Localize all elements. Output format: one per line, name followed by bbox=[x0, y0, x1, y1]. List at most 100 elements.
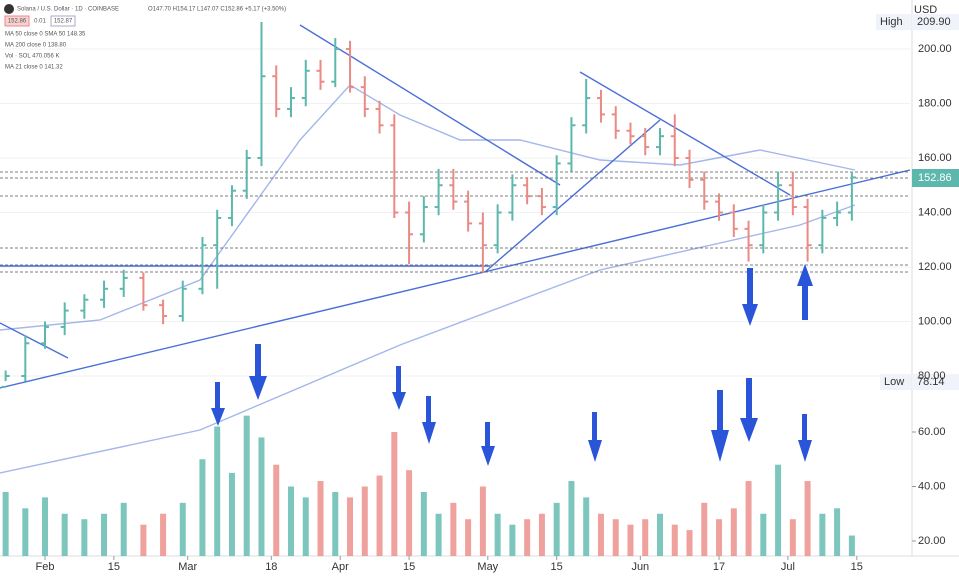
x-tick-label: 15 bbox=[403, 561, 415, 573]
volume-bar bbox=[465, 519, 472, 556]
volume-bar bbox=[804, 481, 811, 556]
high-tag bbox=[912, 14, 959, 30]
arrow-down bbox=[249, 344, 267, 400]
arrow-up bbox=[797, 264, 813, 320]
high-tag bbox=[876, 14, 911, 30]
volume-bar bbox=[494, 513, 501, 556]
indicator: MA 50 close 0 SMA 50 148.35 bbox=[5, 32, 86, 38]
volume-bar bbox=[701, 502, 708, 556]
x-tick-label: 15 bbox=[108, 561, 120, 573]
volume-bar bbox=[553, 502, 560, 556]
volume-bar bbox=[243, 415, 250, 556]
y-tick-label: 80.00 bbox=[918, 370, 946, 382]
price-box-text: 152.86 bbox=[8, 19, 27, 25]
arrow-down bbox=[211, 382, 225, 426]
volume-bar bbox=[642, 519, 649, 556]
trend-line bbox=[0, 169, 911, 389]
low-tag bbox=[880, 374, 911, 390]
high-label: High bbox=[880, 16, 903, 28]
volume-tick-label: 40.00 bbox=[918, 480, 946, 492]
volume-bar bbox=[568, 481, 575, 556]
volume-bar bbox=[273, 464, 280, 556]
volume-bar bbox=[101, 513, 108, 556]
arrow-down bbox=[742, 268, 758, 326]
price-box-text: 0.01 bbox=[34, 19, 46, 25]
volume-bar bbox=[81, 519, 88, 556]
low-tag bbox=[912, 374, 959, 390]
currency: USD bbox=[914, 4, 937, 16]
volume-bar bbox=[42, 497, 48, 556]
symbol-icon bbox=[4, 4, 14, 14]
x-tick-label: Jul bbox=[781, 561, 795, 573]
trend-line bbox=[299, 24, 561, 186]
volume-bar bbox=[120, 502, 127, 556]
volume-bar bbox=[302, 497, 309, 556]
y-tick-label: 120.00 bbox=[918, 261, 952, 273]
x-tick-label: May bbox=[477, 561, 498, 573]
volume-tick-label: 20.00 bbox=[918, 535, 946, 547]
volume-bar bbox=[376, 475, 383, 556]
volume-bar bbox=[140, 524, 147, 556]
ohlc-readout: O147.70 H154.17 L147.07 C152.86 +5.17 (+… bbox=[148, 7, 286, 13]
volume-bar bbox=[22, 508, 29, 556]
volume-bar bbox=[760, 513, 767, 556]
volume-bar bbox=[214, 426, 221, 556]
volume-bar bbox=[686, 530, 693, 556]
high-value: 209.90 bbox=[917, 16, 951, 28]
arrow-down bbox=[422, 396, 436, 444]
volume-bar bbox=[347, 497, 354, 556]
y-tick-label: 100.00 bbox=[918, 315, 952, 327]
symbol-title: Solana / U.S. Dollar · 1D · COINBASE bbox=[17, 7, 119, 13]
volume-bar bbox=[583, 497, 590, 556]
x-tick-label: 15 bbox=[851, 561, 863, 573]
volume-bar bbox=[745, 481, 752, 556]
annotations bbox=[0, 24, 911, 474]
ma200 bbox=[0, 204, 856, 474]
price-box bbox=[4, 15, 30, 27]
arrows bbox=[211, 264, 813, 466]
y-tick-label: 140.00 bbox=[918, 206, 952, 218]
volume-bar bbox=[538, 513, 545, 556]
volume-bar bbox=[160, 513, 167, 556]
low-value: 78.14 bbox=[917, 376, 945, 388]
volume-tick-label: 60.00 bbox=[918, 426, 946, 438]
volume-bar bbox=[848, 535, 855, 556]
last-price: 152.86 bbox=[918, 172, 952, 184]
volume-bar bbox=[317, 481, 324, 556]
volume-bar bbox=[391, 432, 398, 556]
y-tick-label: 180.00 bbox=[918, 97, 952, 109]
volume-bar bbox=[61, 513, 68, 556]
volume-bar bbox=[228, 472, 235, 556]
volume-bar bbox=[524, 519, 531, 556]
volume-bar bbox=[819, 513, 826, 556]
volume-bar bbox=[199, 459, 206, 556]
arrow-down bbox=[711, 390, 729, 462]
volume-bar bbox=[627, 524, 634, 556]
volume-bar bbox=[479, 486, 486, 556]
volume-bar bbox=[450, 502, 457, 556]
last-price-tag bbox=[912, 169, 959, 187]
indicator: Vol · SOL 470.056 K bbox=[5, 54, 59, 60]
volume-bar bbox=[509, 524, 516, 556]
x-tick-label: Jun bbox=[631, 561, 649, 573]
volume-bar bbox=[179, 502, 186, 556]
volume-bar bbox=[406, 470, 413, 556]
volume-bar bbox=[435, 513, 442, 556]
arrow-down bbox=[481, 422, 495, 466]
volume-bar bbox=[730, 508, 737, 556]
y-tick-label: 200.00 bbox=[918, 43, 952, 55]
volume-bar bbox=[2, 491, 9, 556]
legend: Solana / U.S. Dollar · 1D · COINBASE O14… bbox=[4, 4, 286, 71]
x-tick-label: Apr bbox=[332, 561, 349, 573]
volume-bar bbox=[332, 491, 339, 556]
trend-line bbox=[0, 322, 69, 359]
trend-line bbox=[579, 71, 791, 196]
volume-bar bbox=[612, 519, 619, 556]
x-tick-label: Feb bbox=[36, 561, 55, 573]
arrow-down bbox=[740, 378, 758, 442]
volume-bar bbox=[258, 437, 265, 556]
volume-bar bbox=[671, 524, 678, 556]
y-tick-label: 160.00 bbox=[918, 152, 952, 164]
